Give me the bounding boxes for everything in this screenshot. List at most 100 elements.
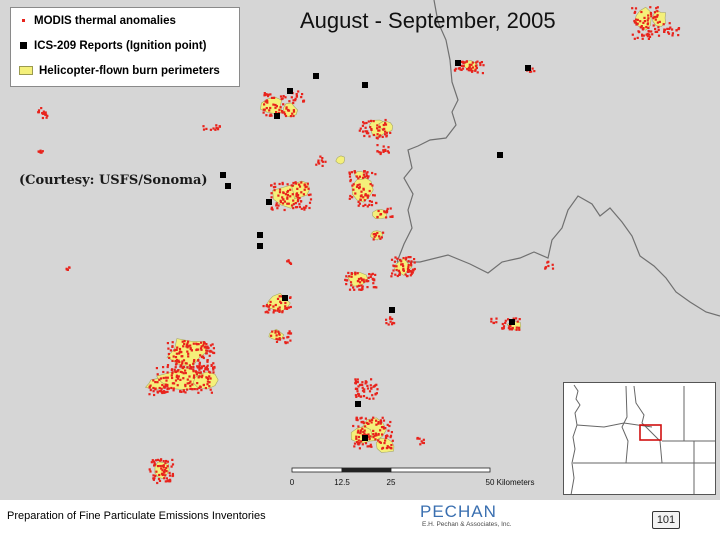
thermal-anomaly-point — [376, 150, 379, 153]
thermal-anomaly-point — [180, 390, 183, 393]
thermal-anomaly-point — [202, 125, 205, 128]
scale-segment — [291, 467, 343, 473]
thermal-anomaly-point — [399, 258, 402, 261]
thermal-anomaly-point — [166, 342, 169, 345]
thermal-anomaly-point — [383, 210, 386, 213]
thermal-anomaly-point — [164, 383, 167, 386]
thermal-anomaly-point — [386, 207, 389, 210]
thermal-anomaly-point — [637, 30, 640, 33]
thermal-anomaly-point — [354, 378, 357, 381]
thermal-anomaly-point — [264, 100, 267, 103]
thermal-anomaly-point — [465, 60, 468, 63]
thermal-anomaly-point — [172, 387, 175, 390]
thermal-anomaly-point — [378, 129, 381, 132]
thermal-anomaly-point — [153, 393, 156, 397]
thermal-anomaly-point — [365, 174, 368, 177]
thermal-anomaly-point — [454, 67, 457, 70]
thermal-anomaly-point — [357, 385, 360, 388]
thermal-anomaly-point — [149, 389, 152, 392]
thermal-anomaly-point — [193, 359, 196, 362]
thermal-anomaly-point — [372, 233, 375, 236]
thermal-anomaly-point — [166, 384, 169, 387]
thermal-anomaly-point — [164, 391, 167, 394]
thermal-anomaly-point — [206, 383, 209, 386]
thermal-anomaly-point — [461, 67, 465, 70]
thermal-anomaly-point — [265, 303, 269, 307]
thermal-anomaly-point — [273, 182, 276, 185]
thermal-anomaly-point — [266, 101, 269, 104]
thermal-anomaly-point — [282, 198, 285, 201]
thermal-anomaly-point — [368, 203, 371, 206]
thermal-anomaly-point — [317, 159, 320, 162]
thermal-anomaly-point — [296, 200, 299, 203]
thermal-anomaly-point — [68, 266, 71, 269]
thermal-anomaly-point — [267, 311, 270, 314]
thermal-anomaly-point — [291, 193, 294, 196]
thermal-anomaly-point — [184, 369, 187, 372]
thermal-anomaly-point — [379, 151, 382, 154]
thermal-anomaly-point — [479, 63, 482, 67]
thermal-anomaly-point — [356, 381, 359, 384]
thermal-anomaly-point — [544, 266, 547, 269]
thermal-anomaly-point — [409, 262, 413, 265]
thermal-anomaly-point — [177, 375, 180, 378]
thermal-anomaly-point — [643, 16, 646, 19]
thermal-anomaly-point — [198, 364, 201, 367]
thermal-anomaly-point — [422, 438, 425, 441]
thermal-anomaly-point — [168, 356, 171, 359]
thermal-anomaly-point — [297, 90, 300, 93]
thermal-anomaly-point — [356, 272, 359, 275]
thermal-anomaly-point — [656, 14, 659, 17]
thermal-anomaly-point — [166, 465, 169, 468]
thermal-anomaly-point — [197, 359, 200, 362]
thermal-anomaly-point — [297, 198, 300, 201]
thermal-anomaly-point — [270, 196, 273, 199]
thermal-anomaly-point — [364, 126, 367, 129]
thermal-anomaly-point — [177, 359, 180, 362]
thermal-anomaly-point — [357, 435, 361, 439]
thermal-anomaly-point — [530, 70, 533, 73]
thermal-anomaly-point — [407, 256, 410, 259]
thermal-anomaly-point — [213, 366, 216, 369]
thermal-anomaly-point — [667, 31, 670, 34]
thermal-anomaly-point — [195, 371, 198, 374]
thermal-anomaly-point — [374, 173, 377, 176]
thermal-anomaly-point — [490, 317, 493, 320]
thermal-anomaly-point — [206, 349, 209, 352]
thermal-anomaly-point — [364, 425, 367, 428]
thermal-anomaly-point — [278, 333, 281, 336]
thermal-anomaly-point — [263, 108, 266, 111]
thermal-anomaly-point — [181, 340, 184, 343]
thermal-anomaly-point — [355, 437, 358, 440]
thermal-anomaly-point — [289, 115, 292, 118]
thermal-anomaly-point — [356, 440, 359, 444]
thermal-anomaly-point — [356, 280, 359, 283]
thermal-anomaly-point — [274, 103, 277, 107]
thermal-anomaly-point — [175, 352, 178, 355]
thermal-anomaly-point — [663, 28, 666, 31]
legend-label-thermal: MODIS thermal anomalies — [34, 15, 176, 27]
thermal-anomaly-point — [166, 364, 170, 367]
thermal-anomaly-point — [551, 263, 554, 266]
thermal-anomaly-point — [176, 384, 179, 387]
thermal-anomaly-point — [347, 271, 350, 274]
thermal-anomaly-point — [379, 237, 382, 240]
thermal-anomaly-point — [270, 96, 274, 99]
thermal-anomaly-point — [162, 370, 165, 374]
ignition-point — [257, 243, 263, 249]
thermal-anomaly-point — [262, 111, 265, 114]
ignition-point — [497, 152, 503, 158]
thermal-anomaly-point — [474, 69, 477, 72]
thermal-anomaly-point — [357, 204, 360, 207]
thermal-anomaly-point — [385, 135, 388, 138]
thermal-anomaly-point — [292, 181, 295, 185]
thermal-anomaly-point — [200, 376, 203, 379]
thermal-anomaly-point — [212, 347, 215, 350]
thermal-anomaly-point — [292, 202, 295, 206]
thermal-anomaly-point — [179, 390, 182, 393]
thermal-anomaly-point — [647, 17, 650, 20]
thermal-anomaly-point — [185, 343, 189, 346]
thermal-anomaly-point — [303, 206, 306, 209]
thermal-anomaly-point — [376, 144, 379, 147]
thermal-anomaly-point — [196, 365, 199, 368]
